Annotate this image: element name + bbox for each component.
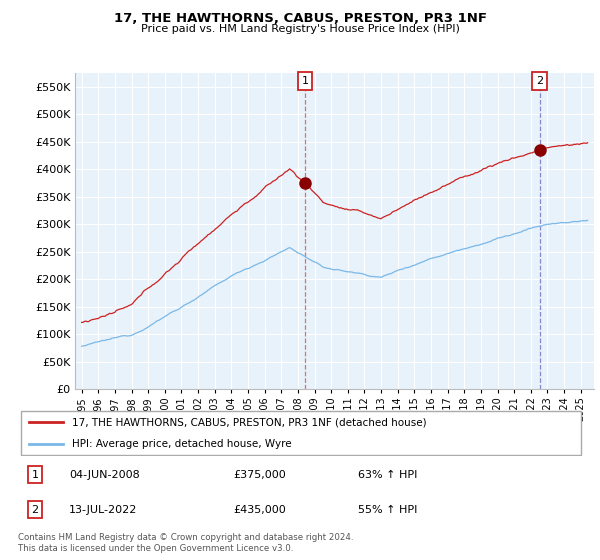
Text: 1: 1 [32,470,38,479]
Text: HPI: Average price, detached house, Wyre: HPI: Average price, detached house, Wyre [72,439,292,449]
FancyBboxPatch shape [21,411,581,455]
Text: £375,000: £375,000 [233,470,286,479]
Text: 2: 2 [31,505,38,515]
Text: 63% ↑ HPI: 63% ↑ HPI [358,470,418,479]
Text: Contains HM Land Registry data © Crown copyright and database right 2024.
This d: Contains HM Land Registry data © Crown c… [18,533,353,553]
Text: 13-JUL-2022: 13-JUL-2022 [69,505,137,515]
Text: 1: 1 [301,76,308,86]
Text: 04-JUN-2008: 04-JUN-2008 [69,470,140,479]
Text: 17, THE HAWTHORNS, CABUS, PRESTON, PR3 1NF: 17, THE HAWTHORNS, CABUS, PRESTON, PR3 1… [113,12,487,25]
Text: £435,000: £435,000 [233,505,286,515]
Text: Price paid vs. HM Land Registry's House Price Index (HPI): Price paid vs. HM Land Registry's House … [140,24,460,34]
Text: 17, THE HAWTHORNS, CABUS, PRESTON, PR3 1NF (detached house): 17, THE HAWTHORNS, CABUS, PRESTON, PR3 1… [72,417,427,427]
Text: 2: 2 [536,76,543,86]
Text: 55% ↑ HPI: 55% ↑ HPI [358,505,418,515]
